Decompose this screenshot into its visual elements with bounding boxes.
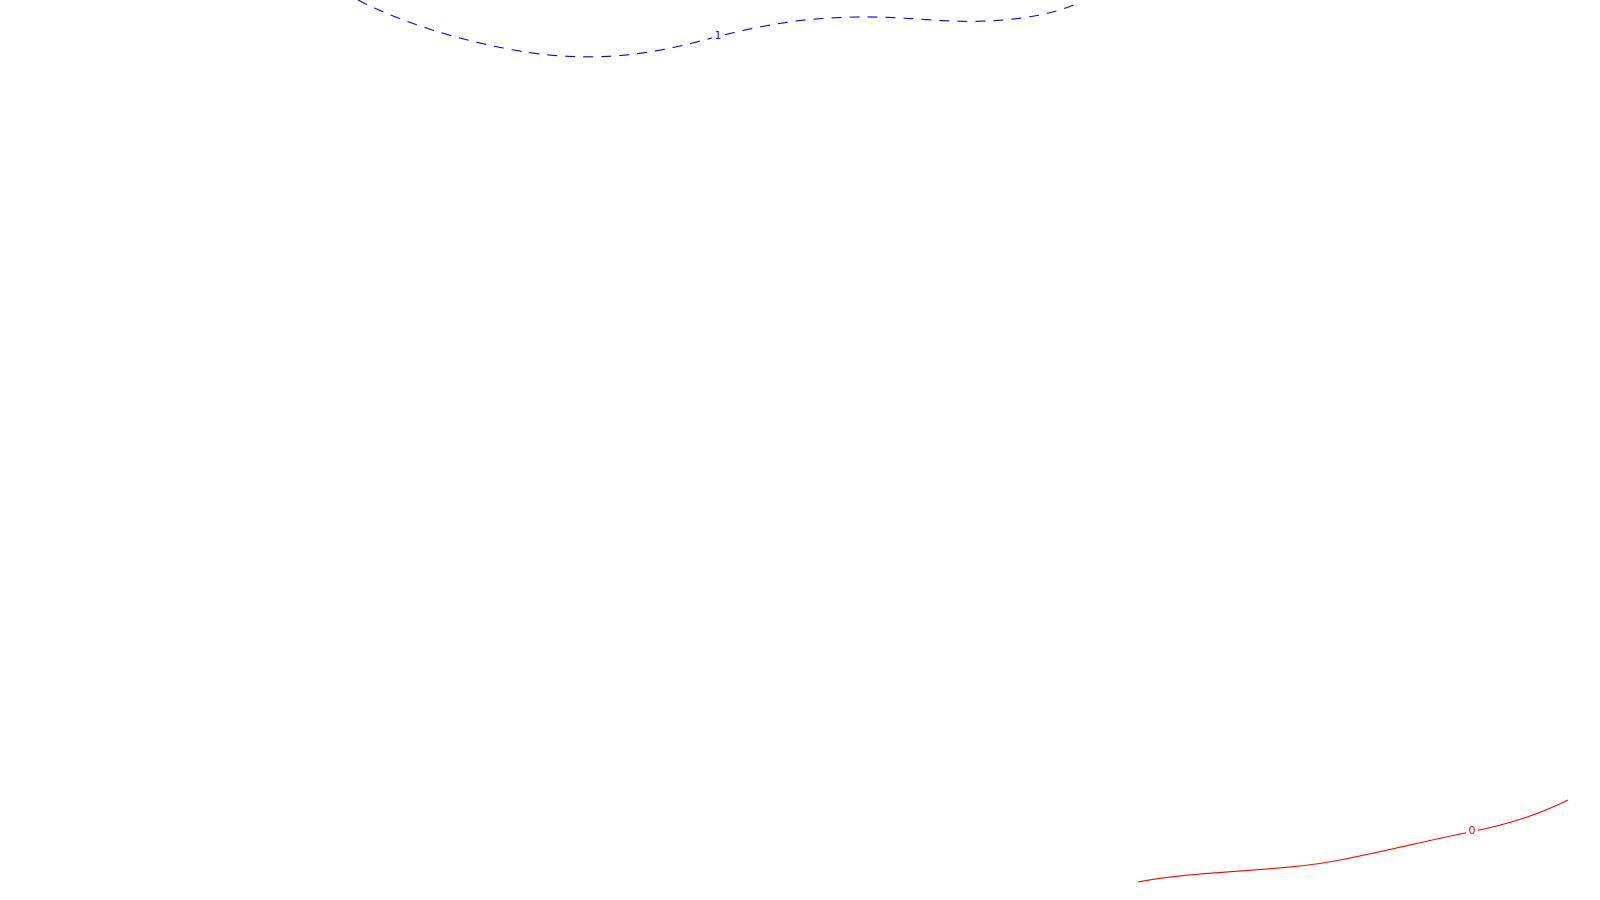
contour-label-0: 0 bbox=[1469, 824, 1476, 837]
contour-line-1 bbox=[357, 0, 1081, 58]
contour-label-backing-0 bbox=[1466, 824, 1478, 838]
contour-label-backing-1 bbox=[712, 29, 724, 43]
contour-labels-layer: 1 0 bbox=[712, 29, 1478, 838]
contour-lines-layer bbox=[357, 0, 1569, 883]
contour-label-1: 1 bbox=[715, 29, 722, 42]
contour-line-0 bbox=[1137, 799, 1569, 883]
